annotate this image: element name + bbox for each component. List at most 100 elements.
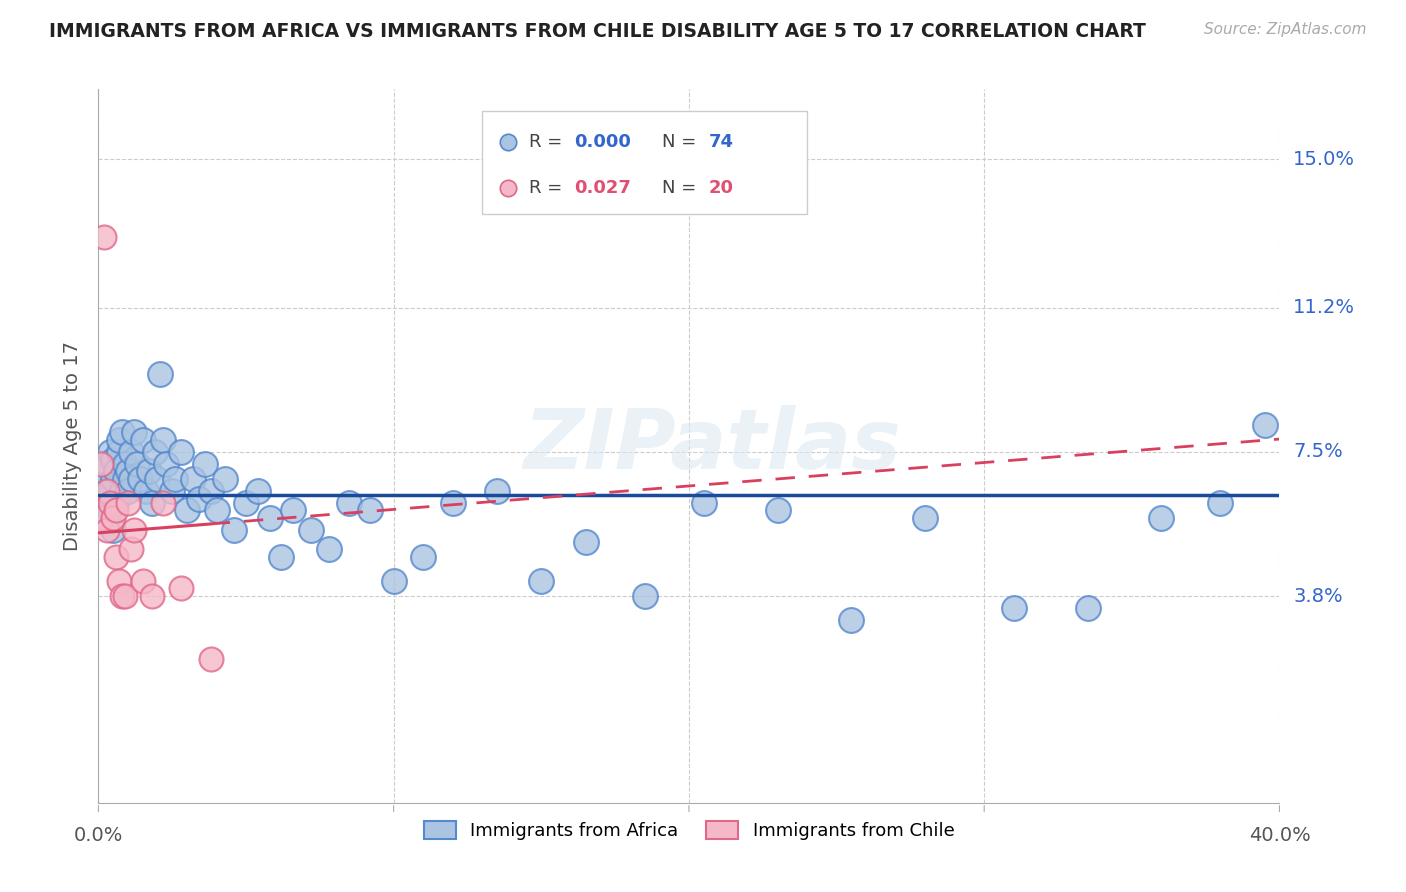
Point xyxy=(111,483,134,498)
Point xyxy=(111,425,134,440)
Point xyxy=(181,472,204,486)
Point xyxy=(120,542,142,557)
Point xyxy=(170,445,193,459)
Point xyxy=(96,523,118,537)
Point xyxy=(120,472,142,486)
Point xyxy=(105,495,128,509)
Text: 40.0%: 40.0% xyxy=(1249,826,1310,846)
Point xyxy=(108,433,131,447)
Point xyxy=(155,457,177,471)
Point xyxy=(138,464,160,478)
Point xyxy=(141,589,163,603)
Point xyxy=(187,491,209,506)
Point xyxy=(1150,511,1173,525)
Point xyxy=(114,472,136,486)
Point xyxy=(914,511,936,525)
Point xyxy=(1077,600,1099,615)
Point xyxy=(125,457,148,471)
Point xyxy=(1254,417,1277,432)
Text: 7.5%: 7.5% xyxy=(1294,442,1343,461)
Point xyxy=(766,503,789,517)
Point xyxy=(214,472,236,486)
Point xyxy=(246,483,269,498)
Point xyxy=(259,511,281,525)
Point xyxy=(200,483,222,498)
Point xyxy=(152,495,174,509)
Point xyxy=(224,523,246,537)
Point xyxy=(162,483,183,498)
Point xyxy=(90,511,112,525)
Point xyxy=(103,511,125,525)
Point xyxy=(135,483,157,498)
Text: N =: N = xyxy=(662,133,702,151)
Point xyxy=(96,483,118,498)
Text: 20: 20 xyxy=(709,179,734,197)
Point xyxy=(128,472,150,486)
Point xyxy=(194,457,217,471)
Point xyxy=(105,464,128,478)
Point xyxy=(93,230,115,244)
Point xyxy=(90,457,112,471)
Point xyxy=(122,523,145,537)
Point xyxy=(114,457,136,471)
Text: R =: R = xyxy=(530,179,568,197)
Point xyxy=(530,574,553,588)
Point xyxy=(299,523,322,537)
Point xyxy=(120,445,142,459)
Point xyxy=(96,511,118,525)
Point xyxy=(235,495,257,509)
Point xyxy=(132,574,155,588)
Point xyxy=(96,457,118,471)
Point xyxy=(93,464,115,478)
Point xyxy=(90,472,112,486)
Point xyxy=(111,589,134,603)
Point xyxy=(359,503,381,517)
Point xyxy=(441,495,464,509)
Point xyxy=(98,503,121,517)
Text: R =: R = xyxy=(530,133,568,151)
Point xyxy=(93,503,115,517)
Text: ZIPatlas: ZIPatlas xyxy=(523,406,901,486)
Point xyxy=(141,495,163,509)
Text: N =: N = xyxy=(662,179,702,197)
Point xyxy=(122,425,145,440)
Point xyxy=(318,542,340,557)
Point xyxy=(117,483,139,498)
Point xyxy=(103,523,125,537)
Text: 0.027: 0.027 xyxy=(575,179,631,197)
Text: 0.000: 0.000 xyxy=(575,133,631,151)
Point xyxy=(103,452,125,467)
Point xyxy=(146,472,169,486)
Point xyxy=(270,550,292,565)
Point xyxy=(149,367,172,381)
Point xyxy=(117,495,139,509)
Point xyxy=(105,550,128,565)
Point xyxy=(96,491,118,506)
Point xyxy=(1209,495,1232,509)
Point xyxy=(117,464,139,478)
Point xyxy=(382,574,405,588)
Point xyxy=(98,495,121,509)
FancyBboxPatch shape xyxy=(482,111,807,214)
Point xyxy=(132,433,155,447)
Point xyxy=(108,445,131,459)
Point xyxy=(339,495,361,509)
Point xyxy=(412,550,434,565)
Text: IMMIGRANTS FROM AFRICA VS IMMIGRANTS FROM CHILE DISABILITY AGE 5 TO 17 CORRELATI: IMMIGRANTS FROM AFRICA VS IMMIGRANTS FRO… xyxy=(49,22,1146,41)
Point xyxy=(93,483,115,498)
Point xyxy=(1002,600,1025,615)
Point xyxy=(841,613,863,627)
Text: 11.2%: 11.2% xyxy=(1294,298,1355,317)
Point xyxy=(152,433,174,447)
Text: 0.0%: 0.0% xyxy=(73,826,124,846)
Legend: Immigrants from Africa, Immigrants from Chile: Immigrants from Africa, Immigrants from … xyxy=(416,814,962,847)
Y-axis label: Disability Age 5 to 17: Disability Age 5 to 17 xyxy=(63,341,82,551)
Point xyxy=(98,445,121,459)
Point xyxy=(200,651,222,665)
Point xyxy=(90,457,112,471)
Point xyxy=(165,472,187,486)
Point xyxy=(105,503,128,517)
Point xyxy=(634,589,657,603)
Point xyxy=(98,483,121,498)
Point xyxy=(170,582,193,596)
